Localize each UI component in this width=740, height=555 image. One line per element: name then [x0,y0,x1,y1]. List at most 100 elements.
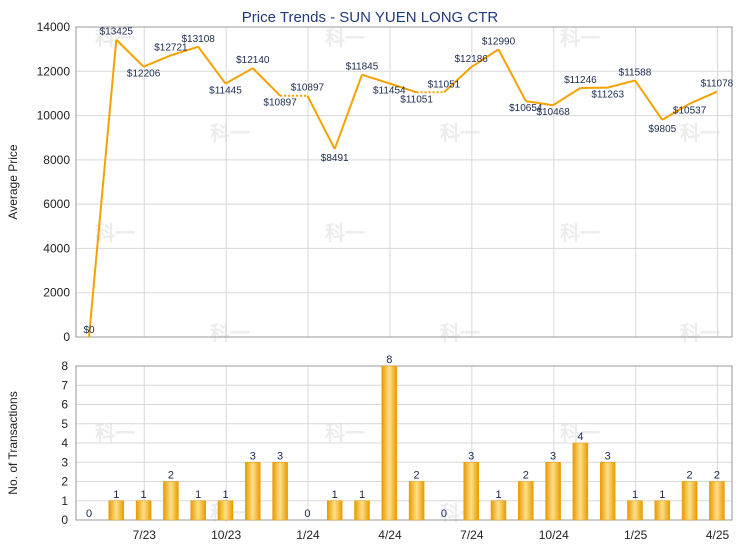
price-data-label: $12206 [127,69,161,80]
x-axis-tick-label: 1/24 [296,528,320,542]
transaction-bar [355,501,370,520]
price-line-segment [499,49,526,101]
price-y-tick-label: 0 [63,330,70,344]
price-line-segment [253,68,280,96]
transactions-data-label: 2 [414,470,420,482]
watermark-text: 科一 [680,321,720,345]
x-axis-tick-label: 1/25 [624,528,648,542]
watermark-text: 科一 [440,321,480,345]
x-axis-tick-label: 4/25 [706,528,730,542]
watermark-text: 科一 [440,121,480,145]
x-axis-tick-label: 7/24 [460,528,484,542]
x-axis-tick-labels: 7/23 10/23 1/24 4/24 7/24 10/24 1/25 4/25 [133,528,730,542]
price-y-tick-label: 6000 [43,197,70,211]
watermark-text: 科一 [325,421,365,445]
watermark-text: 科一 [560,26,600,50]
transactions-data-label: 1 [113,489,119,501]
price-line-segment [144,55,171,66]
watermark-text: 科一 [95,421,135,445]
transactions-data-label: 3 [468,450,474,462]
transactions-y-tick-label: 5 [61,417,68,431]
price-line-segment [226,68,253,83]
x-axis-tick-label: 10/24 [539,528,569,542]
transaction-bar [682,482,697,521]
price-y-tick-label: 2000 [43,286,70,300]
price-data-label: $11845 [346,62,379,73]
transaction-bar [273,462,288,520]
watermark-text: 科一 [325,26,365,50]
price-line-segment [198,47,225,84]
transaction-bar [709,482,724,521]
transactions-data-label: 2 [523,470,529,482]
transaction-bar [109,501,124,520]
price-data-label: $13425 [100,27,134,38]
price-data-label: $0 [83,325,95,336]
price-data-label: $11263 [591,90,624,101]
price-data-label: $11051 [400,94,433,105]
transaction-bar [327,501,342,520]
price-data-label: $11445 [209,86,242,97]
price-line-segment [690,92,717,104]
transactions-y-tick-label: 0 [61,513,68,527]
transaction-bar [628,501,643,520]
transactions-data-label: 1 [332,489,338,501]
transactions-data-label: 1 [359,489,365,501]
transactions-data-label: 3 [250,450,256,462]
price-y-tick-label: 8000 [43,153,70,167]
price-line-segment [335,75,362,149]
transactions-data-label: 3 [277,450,283,462]
transactions-data-label: 3 [550,450,556,462]
watermark-text: 科一 [210,121,250,145]
x-axis-tick-label: 10/23 [211,528,241,542]
price-line-segment [307,96,334,149]
price-line-segment [635,80,662,119]
transactions-y-tick-label: 4 [61,436,68,450]
price-data-label: $11051 [428,79,461,90]
transactions-y-tick-label: 8 [61,359,68,373]
transaction-bar [518,482,533,521]
transaction-bar [163,482,178,521]
price-data-label: $13108 [182,34,216,45]
price-y-tick-label: 4000 [43,241,70,255]
chart-title: Price Trends - SUN YUEN LONG CTR [242,9,499,26]
x-axis-tick-label: 4/24 [378,528,402,542]
watermark-text: 科一 [95,221,135,245]
transaction-bar [136,501,151,520]
price-data-label: $11588 [619,67,652,78]
transactions-y-axis-label: No. of Transactions [6,391,20,494]
transactions-data-label: 2 [687,470,693,482]
x-axis-tick-label: 7/23 [133,528,157,542]
price-data-label: $11246 [564,75,597,86]
price-data-label: $10468 [536,107,570,118]
watermark-text: 科一 [325,221,365,245]
transactions-y-tick-label: 2 [61,475,68,489]
transactions-data-label: 1 [141,489,147,501]
transactions-data-label: 4 [577,431,583,443]
transactions-y-tick-label: 3 [61,455,68,469]
transaction-bar [382,366,397,520]
price-data-label: $10897 [263,98,297,109]
transaction-bar [655,501,670,520]
transaction-bar [409,482,424,521]
price-data-label: $12990 [482,36,516,47]
price-data-label: $12140 [236,55,270,66]
transaction-bar [600,462,615,520]
transactions-y-tick-label: 6 [61,398,68,412]
transactions-data-label: 0 [86,508,92,520]
price-line-segment [362,75,389,84]
price-y-tick-label: 12000 [37,64,71,78]
price-y-axis-label: Average Price [6,144,20,219]
price-data-label: $11078 [701,79,734,90]
transactions-data-label: 0 [304,508,310,520]
transactions-y-tick-label: 1 [61,494,68,508]
transactions-data-label: 2 [714,470,720,482]
transaction-bar [218,501,233,520]
price-line-segment [608,80,635,87]
price-data-label: $8491 [321,153,349,164]
